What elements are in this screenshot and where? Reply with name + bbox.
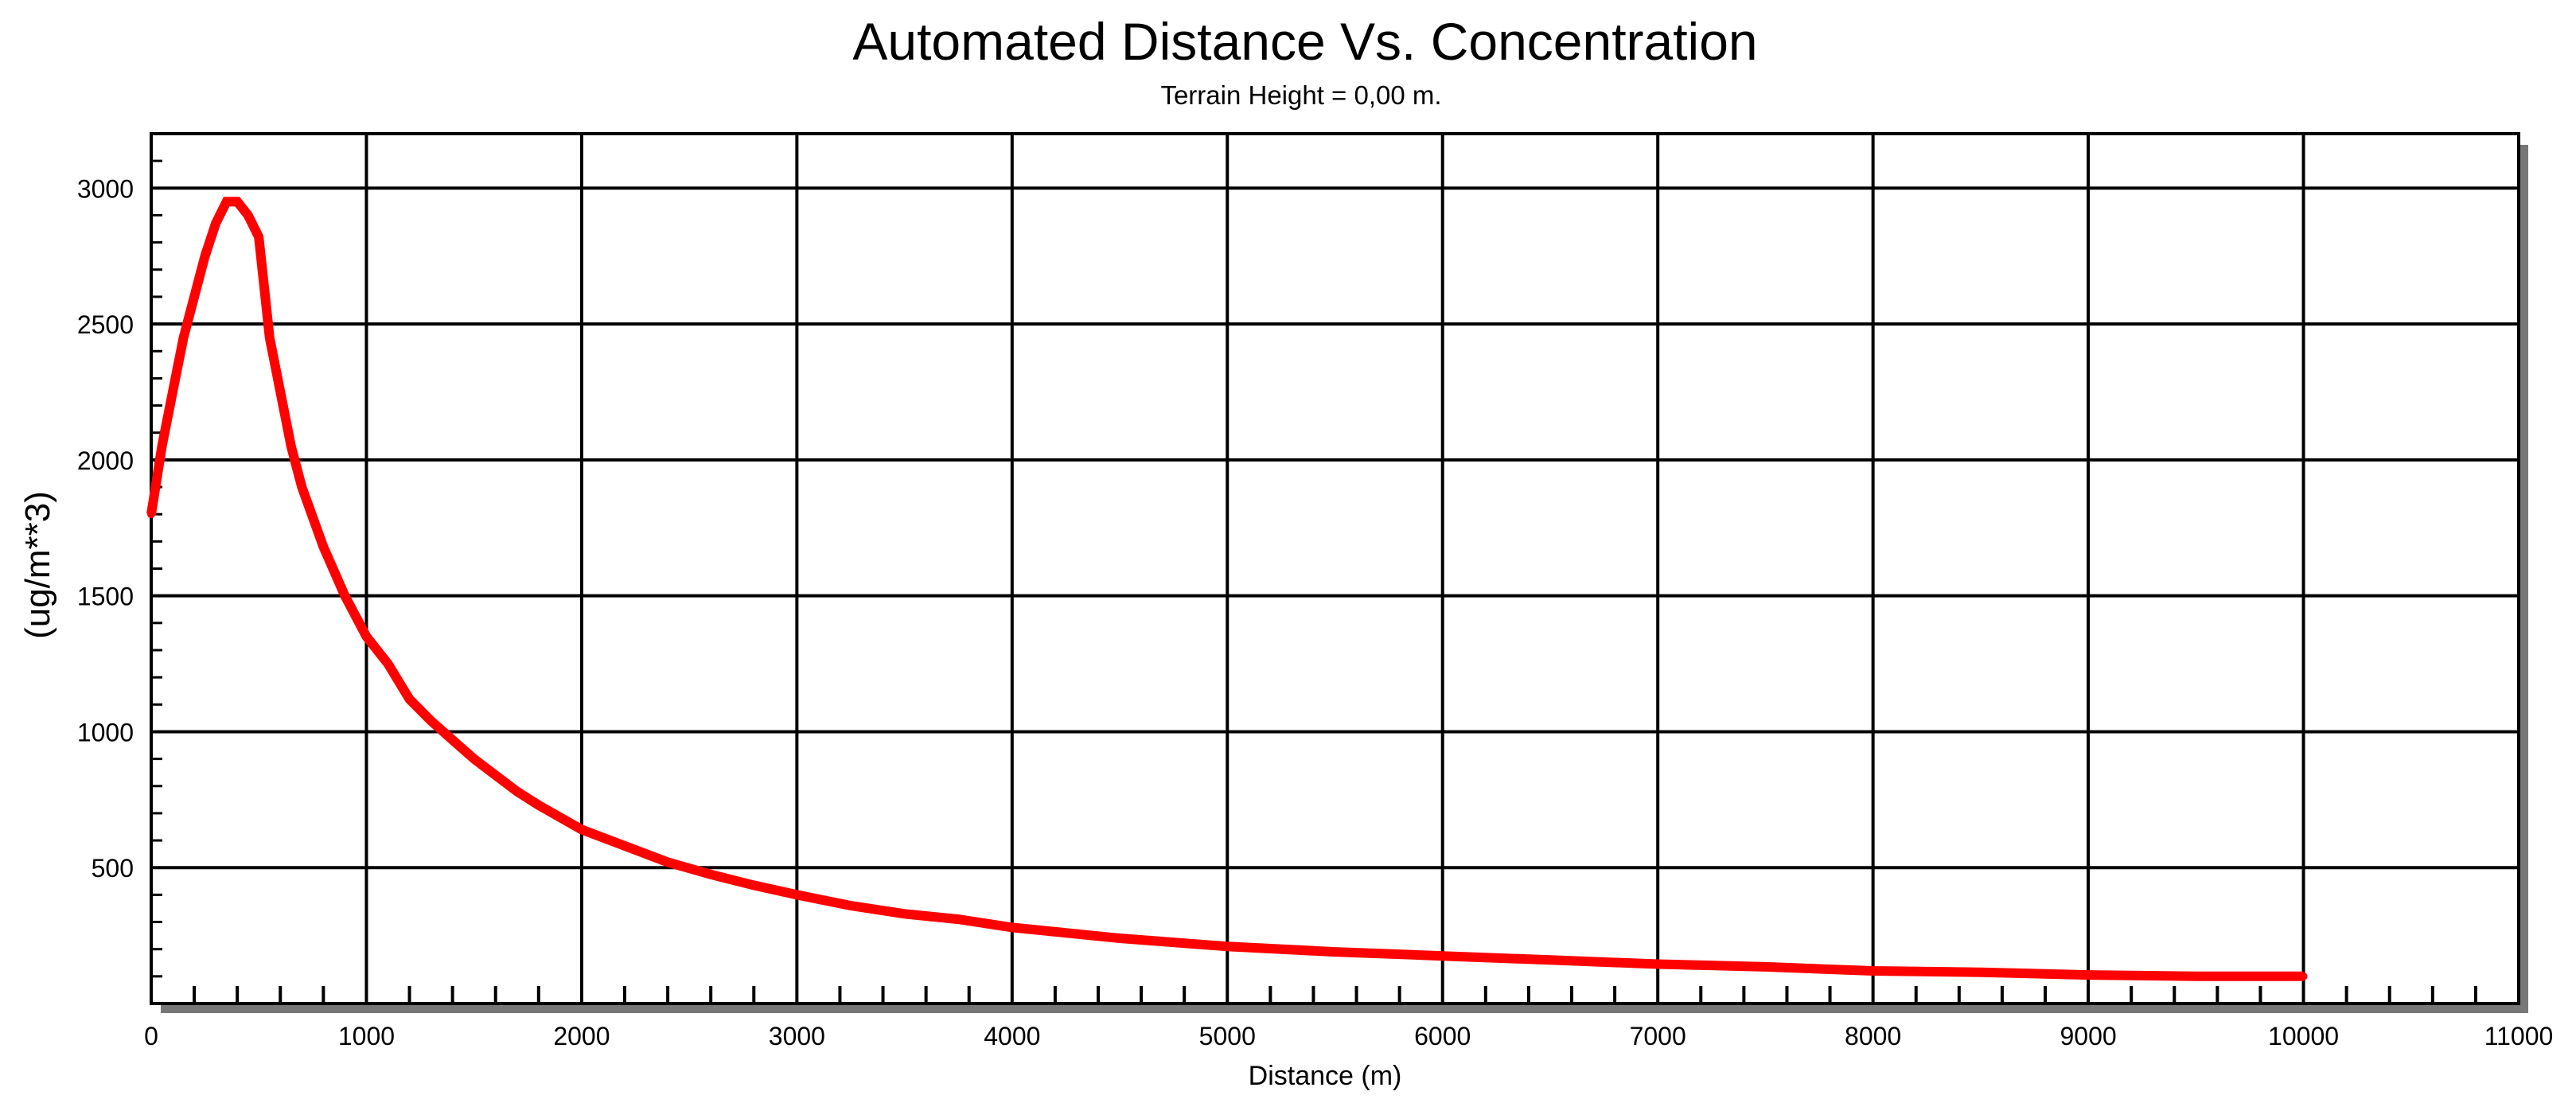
x-tick-label: 0 [144,1022,158,1050]
data-point [846,902,855,910]
x-tick-label: 3000 [769,1022,825,1050]
data-point [244,211,252,220]
data-point [405,695,414,704]
x-tick-label: 8000 [1845,1022,1901,1050]
data-point [201,251,209,260]
data-point [222,197,231,206]
data-point [276,388,285,396]
data-point [1116,934,1124,943]
chart-subtitle: Terrain Height = 0,00 m. [1160,80,1441,110]
x-tick-label: 2000 [553,1022,610,1050]
x-tick-label: 5000 [1199,1022,1256,1050]
data-point [298,483,306,492]
data-point [534,801,543,809]
data-point [265,333,274,342]
data-point [427,716,435,725]
x-tick-label: 1000 [338,1022,395,1050]
y-tick-label: 3000 [77,174,134,203]
data-point [900,910,909,918]
data-point [147,510,155,519]
data-point [664,858,672,867]
data-point [233,197,242,206]
chart-title: Automated Distance Vs. Concentration [852,12,1757,71]
series-points [147,197,2308,980]
x-axis-label: Distance (m) [1249,1061,1402,1091]
data-point [341,591,349,600]
data-point [491,771,500,780]
y-tick-labels: 500 1000 1500 2000 2500 3000 [77,174,134,883]
y-axis-label: (ug/m**3) [18,491,57,639]
data-point [1654,960,1662,969]
grid-lines [151,134,2519,1004]
data-point [158,442,166,450]
y-tick-label: 2000 [77,446,134,475]
data-point [448,735,457,744]
data-point [179,333,188,342]
data-point [286,442,295,450]
data-point [2192,972,2200,980]
data-point [1761,962,1770,971]
y-tick-label: 2500 [77,310,134,339]
minor-ticks [151,159,2477,1004]
y-tick-label: 1500 [77,583,134,611]
data-point [190,292,199,301]
data-point [577,825,586,834]
x-tick-label: 7000 [1630,1022,1686,1050]
data-point [2084,971,2093,980]
x-tick-labels: 0 1000 2000 3000 4000 5000 6000 7000 8000 9000 100… [144,1022,2553,1050]
y-tick-label: 1000 [77,718,134,746]
data-point [212,219,220,228]
data-point [1223,942,1232,951]
x-tick-label: 11000 [2484,1022,2554,1050]
data-point [1545,956,1554,965]
data-point [169,388,177,396]
data-point [1869,967,1877,976]
data-point [255,232,263,241]
data-point [954,915,963,924]
data-point [470,754,478,763]
plot-area [150,132,2520,1005]
x-tick-label: 9000 [2060,1022,2116,1050]
data-point [512,787,521,796]
data-point [1331,948,1339,957]
data-point [1438,952,1447,961]
data-point [707,870,715,879]
x-tick-label: 6000 [1414,1022,1471,1050]
data-point [750,881,758,890]
y-tick-label: 500 [92,854,134,883]
x-tick-label: 4000 [984,1022,1040,1050]
data-point [1007,923,1016,932]
data-point [1976,968,1985,976]
x-tick-label: 10000 [2268,1022,2339,1050]
data-point [319,543,328,552]
data-point [2299,972,2308,980]
data-point [362,632,371,641]
data-point [793,891,801,899]
data-point [384,660,392,668]
data-point [621,841,629,850]
